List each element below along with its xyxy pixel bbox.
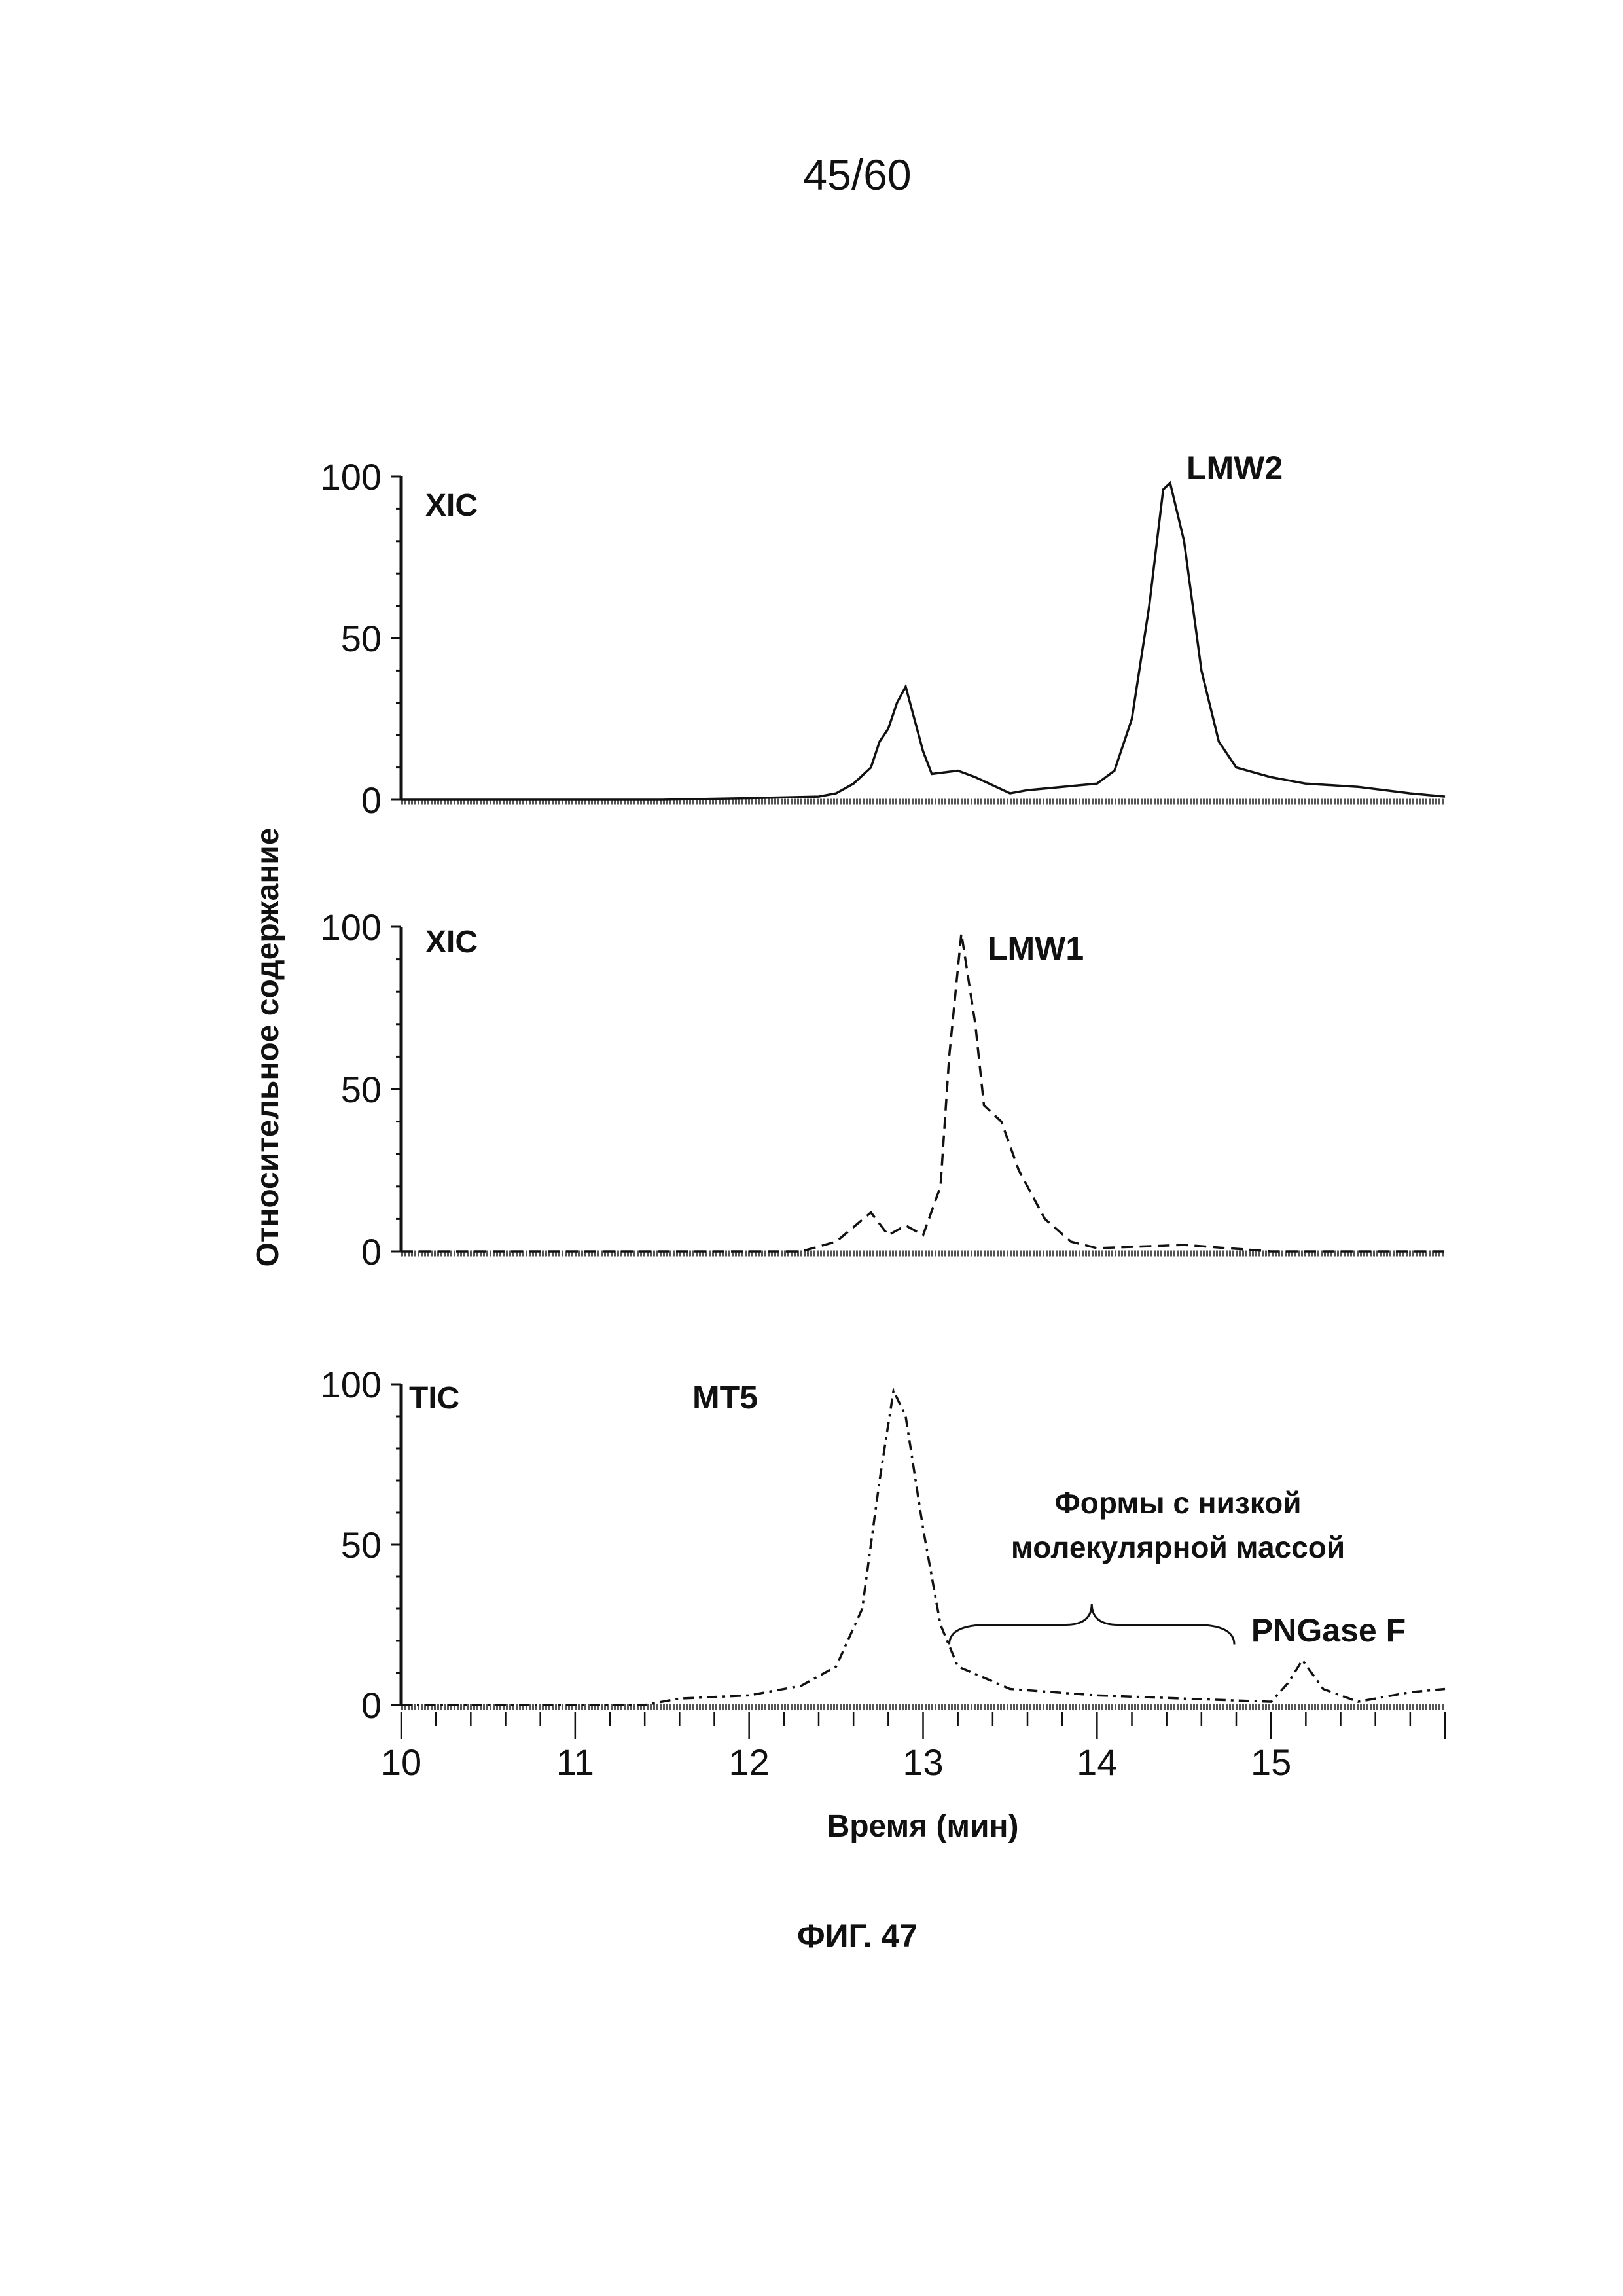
x-tick-label: 15 — [1251, 1742, 1291, 1783]
y-tick-label: 100 — [321, 906, 382, 948]
trace-label: XIC — [425, 488, 478, 523]
y-tick-label: 50 — [341, 1069, 382, 1110]
annotation-brace — [950, 1604, 1235, 1645]
x-tick-label: 10 — [381, 1742, 421, 1783]
x-tick-label: 13 — [902, 1742, 943, 1783]
peak-label: MT5 — [692, 1379, 758, 1416]
peak-label: LMW2 — [1186, 450, 1283, 486]
y-tick-label: 50 — [341, 1524, 382, 1566]
y-tick-label: 0 — [361, 1231, 382, 1272]
y-tick-label: 0 — [361, 780, 382, 821]
patent-figure-page: 45/60 Относительное содержание Время (ми… — [0, 0, 1623, 2296]
y-tick-label: 100 — [321, 1364, 382, 1405]
trace-label: TIC — [409, 1381, 459, 1416]
y-tick-label: 0 — [361, 1685, 382, 1726]
y-tick-label: 50 — [341, 618, 382, 659]
x-axis-label: Время (мин) — [827, 1809, 1019, 1844]
annotation-text: молекулярной массой — [1011, 1530, 1345, 1564]
trace-line-middle — [401, 933, 1445, 1251]
y-axis-label: Относительное содержание — [251, 827, 285, 1266]
page-number: 45/60 — [803, 151, 911, 199]
chromatogram-figure: 45/60 Относительное содержание Время (ми… — [0, 0, 1623, 2296]
x-tick-label: 12 — [729, 1742, 770, 1783]
annotation-text: Формы с низкой — [1054, 1486, 1301, 1520]
peak-label: PNGase F — [1251, 1612, 1406, 1649]
x-tick-label: 11 — [556, 1742, 594, 1783]
trace-label: XIC — [425, 925, 478, 960]
figure-caption: ФИГ. 47 — [797, 1918, 918, 1954]
peak-label: LMW1 — [988, 930, 1084, 967]
trace-line-top — [401, 483, 1445, 800]
y-tick-label: 100 — [321, 456, 382, 497]
x-tick-label: 14 — [1077, 1742, 1117, 1783]
